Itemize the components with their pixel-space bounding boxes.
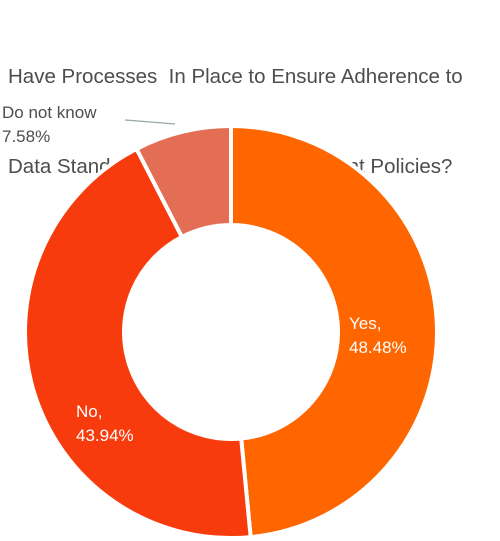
data-label-do-not-know: Do not know 7.58% bbox=[2, 101, 97, 149]
data-label-do-not-know-value: 7.58% bbox=[2, 127, 51, 146]
donut-slice-no bbox=[23, 146, 253, 540]
leader-line-do-not-know bbox=[124, 119, 176, 125]
data-label-yes: Yes, 48.48% bbox=[349, 312, 407, 360]
donut-slice-do-not-know bbox=[134, 124, 233, 239]
donut-slices bbox=[23, 124, 439, 540]
data-label-yes-name: Yes, bbox=[349, 314, 382, 333]
data-label-no: No, 43.94% bbox=[76, 400, 134, 448]
data-label-yes-value: 48.48% bbox=[349, 338, 407, 357]
donut-slice-yes bbox=[229, 124, 439, 540]
chart-title-line-1: Have Processes In Place to Ensure Adhere… bbox=[8, 65, 463, 88]
data-label-do-not-know-name: Do not know bbox=[2, 103, 97, 122]
data-label-no-value: 43.94% bbox=[76, 426, 134, 445]
data-label-no-name: No, bbox=[76, 402, 103, 421]
